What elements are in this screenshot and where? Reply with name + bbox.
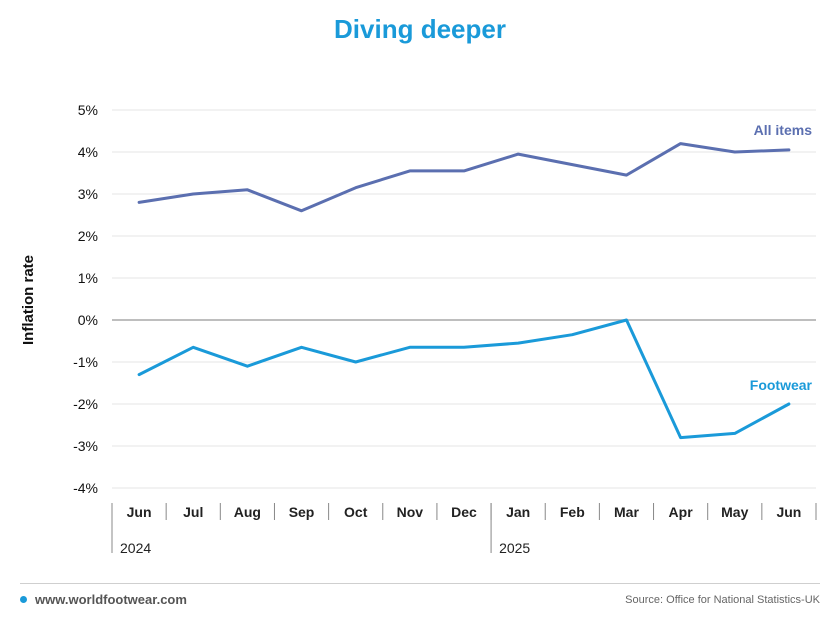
footer-source: Source: Office for National Statistics-U…: [625, 594, 820, 606]
y-axis-label: Inflation rate: [20, 255, 37, 345]
y-tick-label: 4%: [78, 144, 98, 160]
series-label: All items: [754, 122, 813, 138]
y-tick-label: -4%: [73, 480, 98, 496]
year-label: 2024: [120, 540, 151, 556]
chart-title: Diving deeper: [334, 14, 506, 44]
y-tick-label: 2%: [78, 228, 98, 244]
x-tick-label: Jul: [183, 504, 203, 520]
x-tick-label: Apr: [669, 504, 694, 520]
x-tick-label: Oct: [344, 504, 368, 520]
footer-website-text: www.worldfootwear.com: [35, 592, 187, 607]
y-axis-ticks: 5% 4% 3% 2% 1% 0% -1% -2% -3% -4%: [73, 102, 98, 496]
x-tick-label: Sep: [289, 504, 315, 520]
x-axis: Jun Jul Aug Sep Oct Nov Dec Jan Feb Mar Apr May Jun 2…: [111, 503, 817, 556]
gridlines: [112, 109, 816, 489]
x-tick-label: Jun: [776, 504, 801, 520]
year-label: 2025: [499, 540, 530, 556]
x-tick-label: Jun: [127, 504, 152, 520]
line-chart: 5% 4% 3% 2% 1% 0% -1% -2% -3% -4% Jun Jul Aug Sep Oct…: [20, 102, 817, 556]
y-tick-label: 5%: [78, 102, 98, 118]
y-tick-label: 0%: [78, 312, 98, 328]
x-tick-label: Feb: [560, 504, 585, 520]
bullet-dot-icon: [20, 596, 27, 604]
x-tick-label: Jan: [506, 504, 530, 520]
y-tick-label: 3%: [78, 186, 98, 202]
x-tick-label: Nov: [397, 504, 424, 520]
y-tick-label: -3%: [73, 438, 98, 454]
x-tick-label: Dec: [451, 504, 477, 520]
series-labels: All items Footwear: [750, 122, 813, 393]
y-tick-label: -2%: [73, 396, 98, 412]
x-tick-label: Mar: [614, 504, 639, 520]
series-label: Footwear: [750, 377, 813, 393]
footer-website[interactable]: www.worldfootwear.com: [20, 592, 187, 607]
y-tick-label: 1%: [78, 270, 98, 286]
series-lines: [137, 142, 791, 440]
footer-divider: [20, 583, 820, 584]
series-line-footwear: [137, 318, 791, 440]
y-tick-label: -1%: [73, 354, 98, 370]
series-line-all-items: [137, 142, 791, 213]
x-tick-label: May: [721, 504, 748, 520]
x-tick-label: Aug: [234, 504, 261, 520]
